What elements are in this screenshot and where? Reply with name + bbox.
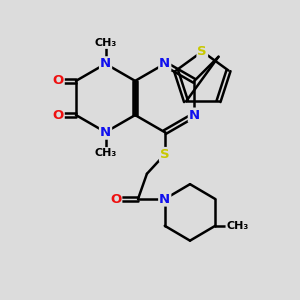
Text: CH₃: CH₃: [94, 38, 117, 48]
Text: N: N: [159, 57, 170, 70]
Text: S: S: [160, 148, 169, 161]
Text: S: S: [197, 45, 207, 58]
Text: CH₃: CH₃: [226, 221, 249, 231]
Text: N: N: [189, 109, 200, 122]
Text: N: N: [159, 193, 170, 206]
Text: O: O: [52, 109, 64, 122]
Text: N: N: [100, 57, 111, 70]
Text: CH₃: CH₃: [94, 148, 117, 158]
Text: N: N: [100, 126, 111, 139]
Text: O: O: [52, 74, 64, 87]
Text: O: O: [110, 193, 121, 206]
